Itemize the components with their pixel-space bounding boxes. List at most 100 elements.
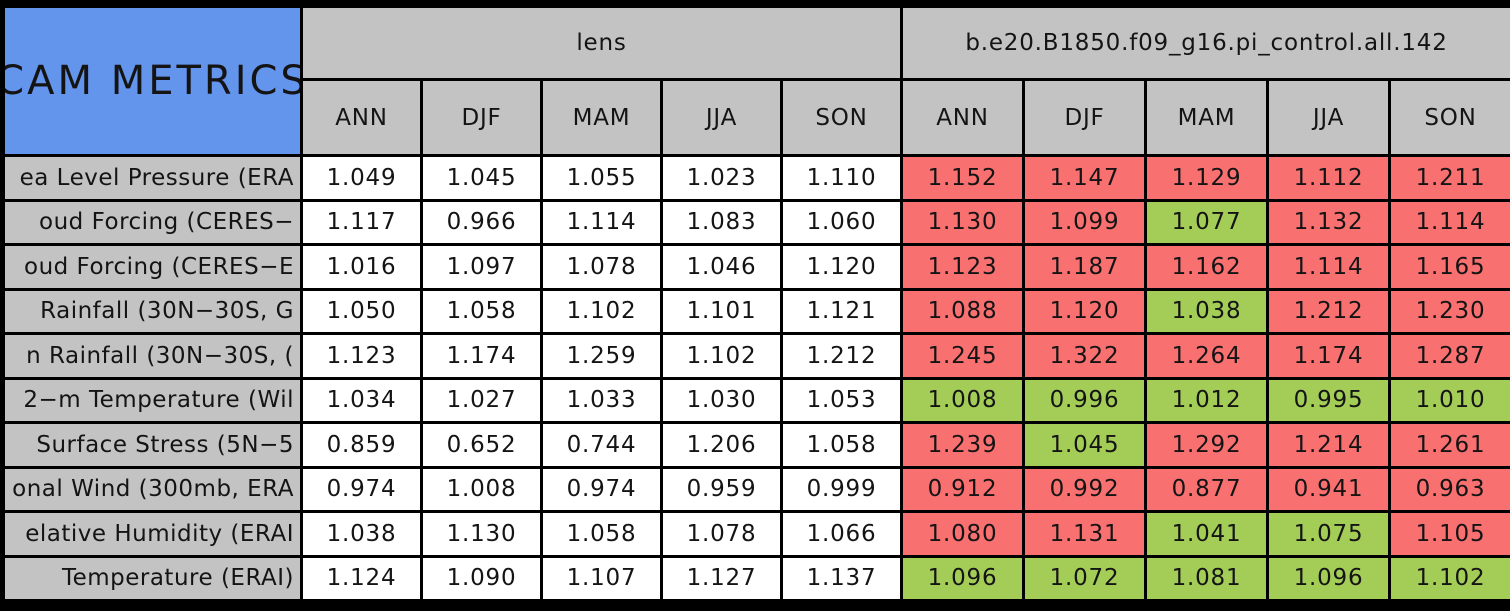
season-header-model-ann: ANN bbox=[903, 81, 1022, 154]
metric-row-label: Temperature (ERAI) bbox=[5, 557, 300, 599]
lens-value-cell: 1.058 bbox=[543, 513, 660, 555]
model-value-cell-green: 0.996 bbox=[1025, 379, 1144, 421]
metric-row-label: Surface Stress (5N−5 bbox=[5, 424, 300, 466]
lens-value-cell: 1.027 bbox=[423, 379, 540, 421]
lens-value-cell: 1.038 bbox=[303, 513, 420, 555]
metric-row-label: Rainfall (30N−30S, G bbox=[5, 290, 300, 332]
model-value-cell-red: 1.187 bbox=[1025, 246, 1144, 288]
model-value-cell-red: 1.165 bbox=[1391, 246, 1510, 288]
lens-value-cell: 1.023 bbox=[663, 157, 780, 199]
model-value-cell-red: 1.080 bbox=[903, 513, 1022, 555]
model-value-cell-red: 1.120 bbox=[1025, 290, 1144, 332]
lens-value-cell: 1.034 bbox=[303, 379, 420, 421]
model-value-cell-red: 1.322 bbox=[1025, 335, 1144, 377]
model-value-cell-red: 1.132 bbox=[1269, 201, 1388, 243]
metric-row-label: elative Humidity (ERAI bbox=[5, 513, 300, 555]
lens-value-cell: 1.078 bbox=[543, 246, 660, 288]
lens-value-cell: 1.259 bbox=[543, 335, 660, 377]
model-value-cell-green: 1.038 bbox=[1147, 290, 1266, 332]
lens-value-cell: 1.058 bbox=[783, 424, 900, 466]
metric-row-label: ea Level Pressure (ERA bbox=[5, 157, 300, 199]
lens-value-cell: 1.124 bbox=[303, 557, 420, 599]
lens-value-cell: 1.030 bbox=[663, 379, 780, 421]
lens-value-cell: 0.744 bbox=[543, 424, 660, 466]
model-value-cell-red: 0.912 bbox=[903, 468, 1022, 510]
lens-value-cell: 1.058 bbox=[423, 290, 540, 332]
metrics-title: CAM METRICS bbox=[5, 8, 300, 154]
model-value-cell-red: 1.099 bbox=[1025, 201, 1144, 243]
model-value-cell-green: 1.012 bbox=[1147, 379, 1266, 421]
column-group-header-lens: lens bbox=[303, 8, 900, 78]
model-value-cell-red: 0.941 bbox=[1269, 468, 1388, 510]
model-value-cell-red: 1.114 bbox=[1391, 201, 1510, 243]
model-value-cell-green: 1.008 bbox=[903, 379, 1022, 421]
lens-value-cell: 1.090 bbox=[423, 557, 540, 599]
model-value-cell-red: 1.287 bbox=[1391, 335, 1510, 377]
model-value-cell-red: 1.239 bbox=[903, 424, 1022, 466]
lens-value-cell: 1.045 bbox=[423, 157, 540, 199]
lens-value-cell: 1.127 bbox=[663, 557, 780, 599]
lens-value-cell: 0.974 bbox=[543, 468, 660, 510]
model-value-cell-red: 0.877 bbox=[1147, 468, 1266, 510]
lens-value-cell: 1.114 bbox=[543, 201, 660, 243]
lens-value-cell: 1.049 bbox=[303, 157, 420, 199]
model-value-cell-red: 1.230 bbox=[1391, 290, 1510, 332]
season-header-model-mam: MAM bbox=[1147, 81, 1266, 154]
lens-value-cell: 1.078 bbox=[663, 513, 780, 555]
lens-value-cell: 1.212 bbox=[783, 335, 900, 377]
model-value-cell-red: 1.174 bbox=[1269, 335, 1388, 377]
model-value-cell-red: 1.105 bbox=[1391, 513, 1510, 555]
model-value-cell-red: 1.123 bbox=[903, 246, 1022, 288]
season-header-model-djf: DJF bbox=[1025, 81, 1144, 154]
season-header-lens-jja: JJA bbox=[663, 81, 780, 154]
model-value-cell-red: 1.147 bbox=[1025, 157, 1144, 199]
model-value-cell-red: 1.261 bbox=[1391, 424, 1510, 466]
lens-value-cell: 1.101 bbox=[663, 290, 780, 332]
model-value-cell-green: 1.096 bbox=[1269, 557, 1388, 599]
lens-value-cell: 1.066 bbox=[783, 513, 900, 555]
metric-row-label: 2−m Temperature (Wil bbox=[5, 379, 300, 421]
lens-value-cell: 1.046 bbox=[663, 246, 780, 288]
lens-value-cell: 0.999 bbox=[783, 468, 900, 510]
lens-value-cell: 1.206 bbox=[663, 424, 780, 466]
lens-value-cell: 1.033 bbox=[543, 379, 660, 421]
season-header-lens-mam: MAM bbox=[543, 81, 660, 154]
model-value-cell-red: 1.130 bbox=[903, 201, 1022, 243]
model-value-cell-red: 0.963 bbox=[1391, 468, 1510, 510]
model-value-cell-red: 1.245 bbox=[903, 335, 1022, 377]
model-value-cell-red: 1.129 bbox=[1147, 157, 1266, 199]
model-value-cell-green: 1.045 bbox=[1025, 424, 1144, 466]
model-value-cell-red: 1.212 bbox=[1269, 290, 1388, 332]
model-value-cell-green: 1.077 bbox=[1147, 201, 1266, 243]
lens-value-cell: 1.102 bbox=[543, 290, 660, 332]
model-value-cell-red: 1.214 bbox=[1269, 424, 1388, 466]
lens-value-cell: 1.137 bbox=[783, 557, 900, 599]
model-value-cell-red: 1.264 bbox=[1147, 335, 1266, 377]
column-group-header-model-case: b.e20.B1850.f09_g16.pi_control.all.142 bbox=[903, 8, 1510, 78]
model-value-cell-green: 1.081 bbox=[1147, 557, 1266, 599]
metric-row-label: onal Wind (300mb, ERA bbox=[5, 468, 300, 510]
lens-value-cell: 1.097 bbox=[423, 246, 540, 288]
lens-value-cell: 0.859 bbox=[303, 424, 420, 466]
lens-value-cell: 1.121 bbox=[783, 290, 900, 332]
lens-value-cell: 1.083 bbox=[663, 201, 780, 243]
model-value-cell-green: 1.041 bbox=[1147, 513, 1266, 555]
lens-value-cell: 1.107 bbox=[543, 557, 660, 599]
model-value-cell-green: 0.995 bbox=[1269, 379, 1388, 421]
model-value-cell-red: 1.114 bbox=[1269, 246, 1388, 288]
model-value-cell-red: 1.112 bbox=[1269, 157, 1388, 199]
lens-value-cell: 1.102 bbox=[663, 335, 780, 377]
metric-row-label: oud Forcing (CERES− bbox=[5, 201, 300, 243]
model-value-cell-red: 1.162 bbox=[1147, 246, 1266, 288]
lens-value-cell: 1.016 bbox=[303, 246, 420, 288]
model-value-cell-green: 1.102 bbox=[1391, 557, 1510, 599]
lens-value-cell: 1.053 bbox=[783, 379, 900, 421]
lens-value-cell: 1.123 bbox=[303, 335, 420, 377]
lens-value-cell: 0.974 bbox=[303, 468, 420, 510]
lens-value-cell: 0.966 bbox=[423, 201, 540, 243]
metric-row-label: oud Forcing (CERES−E bbox=[5, 246, 300, 288]
lens-value-cell: 1.060 bbox=[783, 201, 900, 243]
season-header-model-son: SON bbox=[1391, 81, 1510, 154]
model-value-cell-red: 1.152 bbox=[903, 157, 1022, 199]
